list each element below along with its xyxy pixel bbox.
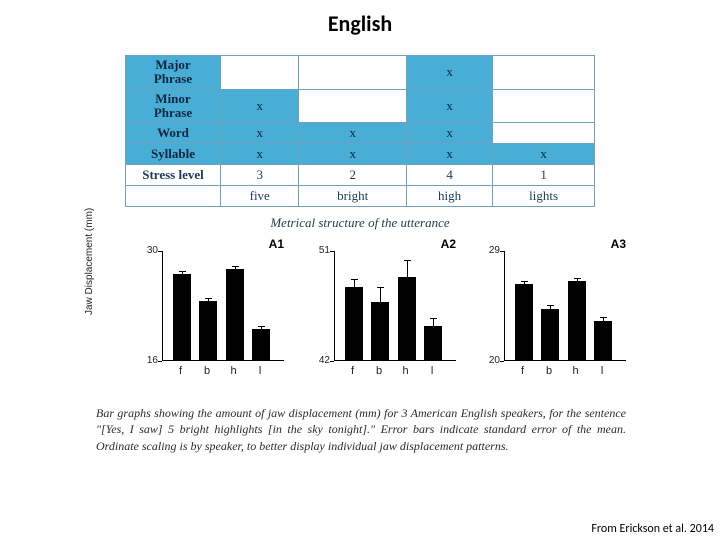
xtick-label: l bbox=[251, 365, 269, 377]
xtick-label: b bbox=[370, 365, 388, 377]
xtick-label: h bbox=[225, 365, 243, 377]
table-cell: x bbox=[221, 89, 299, 123]
table-cell: bright bbox=[299, 186, 407, 207]
xtick-label: f bbox=[514, 365, 532, 377]
ytick-label: 16 bbox=[132, 355, 158, 366]
table-cell: x bbox=[406, 144, 492, 165]
panel-title: A2 bbox=[441, 237, 456, 251]
bar bbox=[173, 274, 191, 360]
xtick-label: b bbox=[198, 365, 216, 377]
panel-title: A1 bbox=[269, 237, 284, 251]
table-cell bbox=[299, 56, 407, 90]
table-row-label: MajorPhrase bbox=[126, 56, 221, 90]
table-cell: five bbox=[221, 186, 299, 207]
table-cell: x bbox=[299, 144, 407, 165]
metrical-table-container: MajorPhrasexMinorPhrasexxWordxxxSyllable… bbox=[125, 55, 595, 231]
table-cell bbox=[493, 89, 595, 123]
xtick-label: h bbox=[567, 365, 585, 377]
metrical-table: MajorPhrasexMinorPhrasexxWordxxxSyllable… bbox=[125, 55, 595, 207]
bar bbox=[541, 309, 559, 360]
table-cell bbox=[299, 89, 407, 123]
ytick-label: 30 bbox=[132, 245, 158, 256]
xtick-label: l bbox=[593, 365, 611, 377]
xtick-label: b bbox=[540, 365, 558, 377]
table-caption: Metrical structure of the utterance bbox=[125, 215, 595, 231]
panel-title: A3 bbox=[611, 237, 626, 251]
ytick-label: 20 bbox=[474, 355, 500, 366]
ytick-label: 42 bbox=[304, 355, 330, 366]
table-cell: x bbox=[406, 56, 492, 90]
chart-panel: A25142fbhl bbox=[304, 249, 460, 379]
table-cell bbox=[221, 56, 299, 90]
table-cell: 2 bbox=[299, 165, 407, 186]
chart-panel: A13016fbhl bbox=[132, 249, 288, 379]
table-cell: lights bbox=[493, 186, 595, 207]
xtick-label: f bbox=[344, 365, 362, 377]
bar bbox=[515, 284, 533, 360]
table-cell: high bbox=[406, 186, 492, 207]
table-row-label: Stress level bbox=[126, 165, 221, 186]
table-cell: 1 bbox=[493, 165, 595, 186]
table-cell bbox=[493, 56, 595, 90]
bar bbox=[568, 281, 586, 360]
axis-box bbox=[334, 251, 456, 361]
ytick-label: 29 bbox=[474, 245, 500, 256]
chart-panel: A32920fbhl bbox=[474, 249, 630, 379]
bar bbox=[345, 287, 363, 360]
table-cell: x bbox=[299, 123, 407, 144]
axis-box bbox=[504, 251, 626, 361]
credit-text: From Erickson et al. 2014 bbox=[591, 522, 714, 536]
page-title: English bbox=[0, 0, 720, 37]
charts-area: Jaw Displacement (mm) A13016fbhlA25142fb… bbox=[90, 237, 630, 397]
table-cell: 4 bbox=[406, 165, 492, 186]
table-cell bbox=[493, 123, 595, 144]
table-cell: x bbox=[493, 144, 595, 165]
table-cell: x bbox=[406, 123, 492, 144]
xtick-label: f bbox=[172, 365, 190, 377]
axis-box bbox=[162, 251, 284, 361]
xtick-label: l bbox=[423, 365, 441, 377]
table-row-label bbox=[126, 186, 221, 207]
table-cell: x bbox=[221, 123, 299, 144]
ytick-label: 51 bbox=[304, 245, 330, 256]
table-row-label: Syllable bbox=[126, 144, 221, 165]
table-row-label: MinorPhrase bbox=[126, 89, 221, 123]
bar bbox=[226, 269, 244, 360]
table-cell: x bbox=[221, 144, 299, 165]
table-cell: x bbox=[406, 89, 492, 123]
figure-caption: Bar graphs showing the amount of jaw dis… bbox=[96, 405, 626, 454]
chart-ylabel: Jaw Displacement (mm) bbox=[84, 208, 95, 315]
table-cell: 3 bbox=[221, 165, 299, 186]
bar bbox=[199, 301, 217, 360]
table-row-label: Word bbox=[126, 123, 221, 144]
xtick-label: h bbox=[397, 365, 415, 377]
